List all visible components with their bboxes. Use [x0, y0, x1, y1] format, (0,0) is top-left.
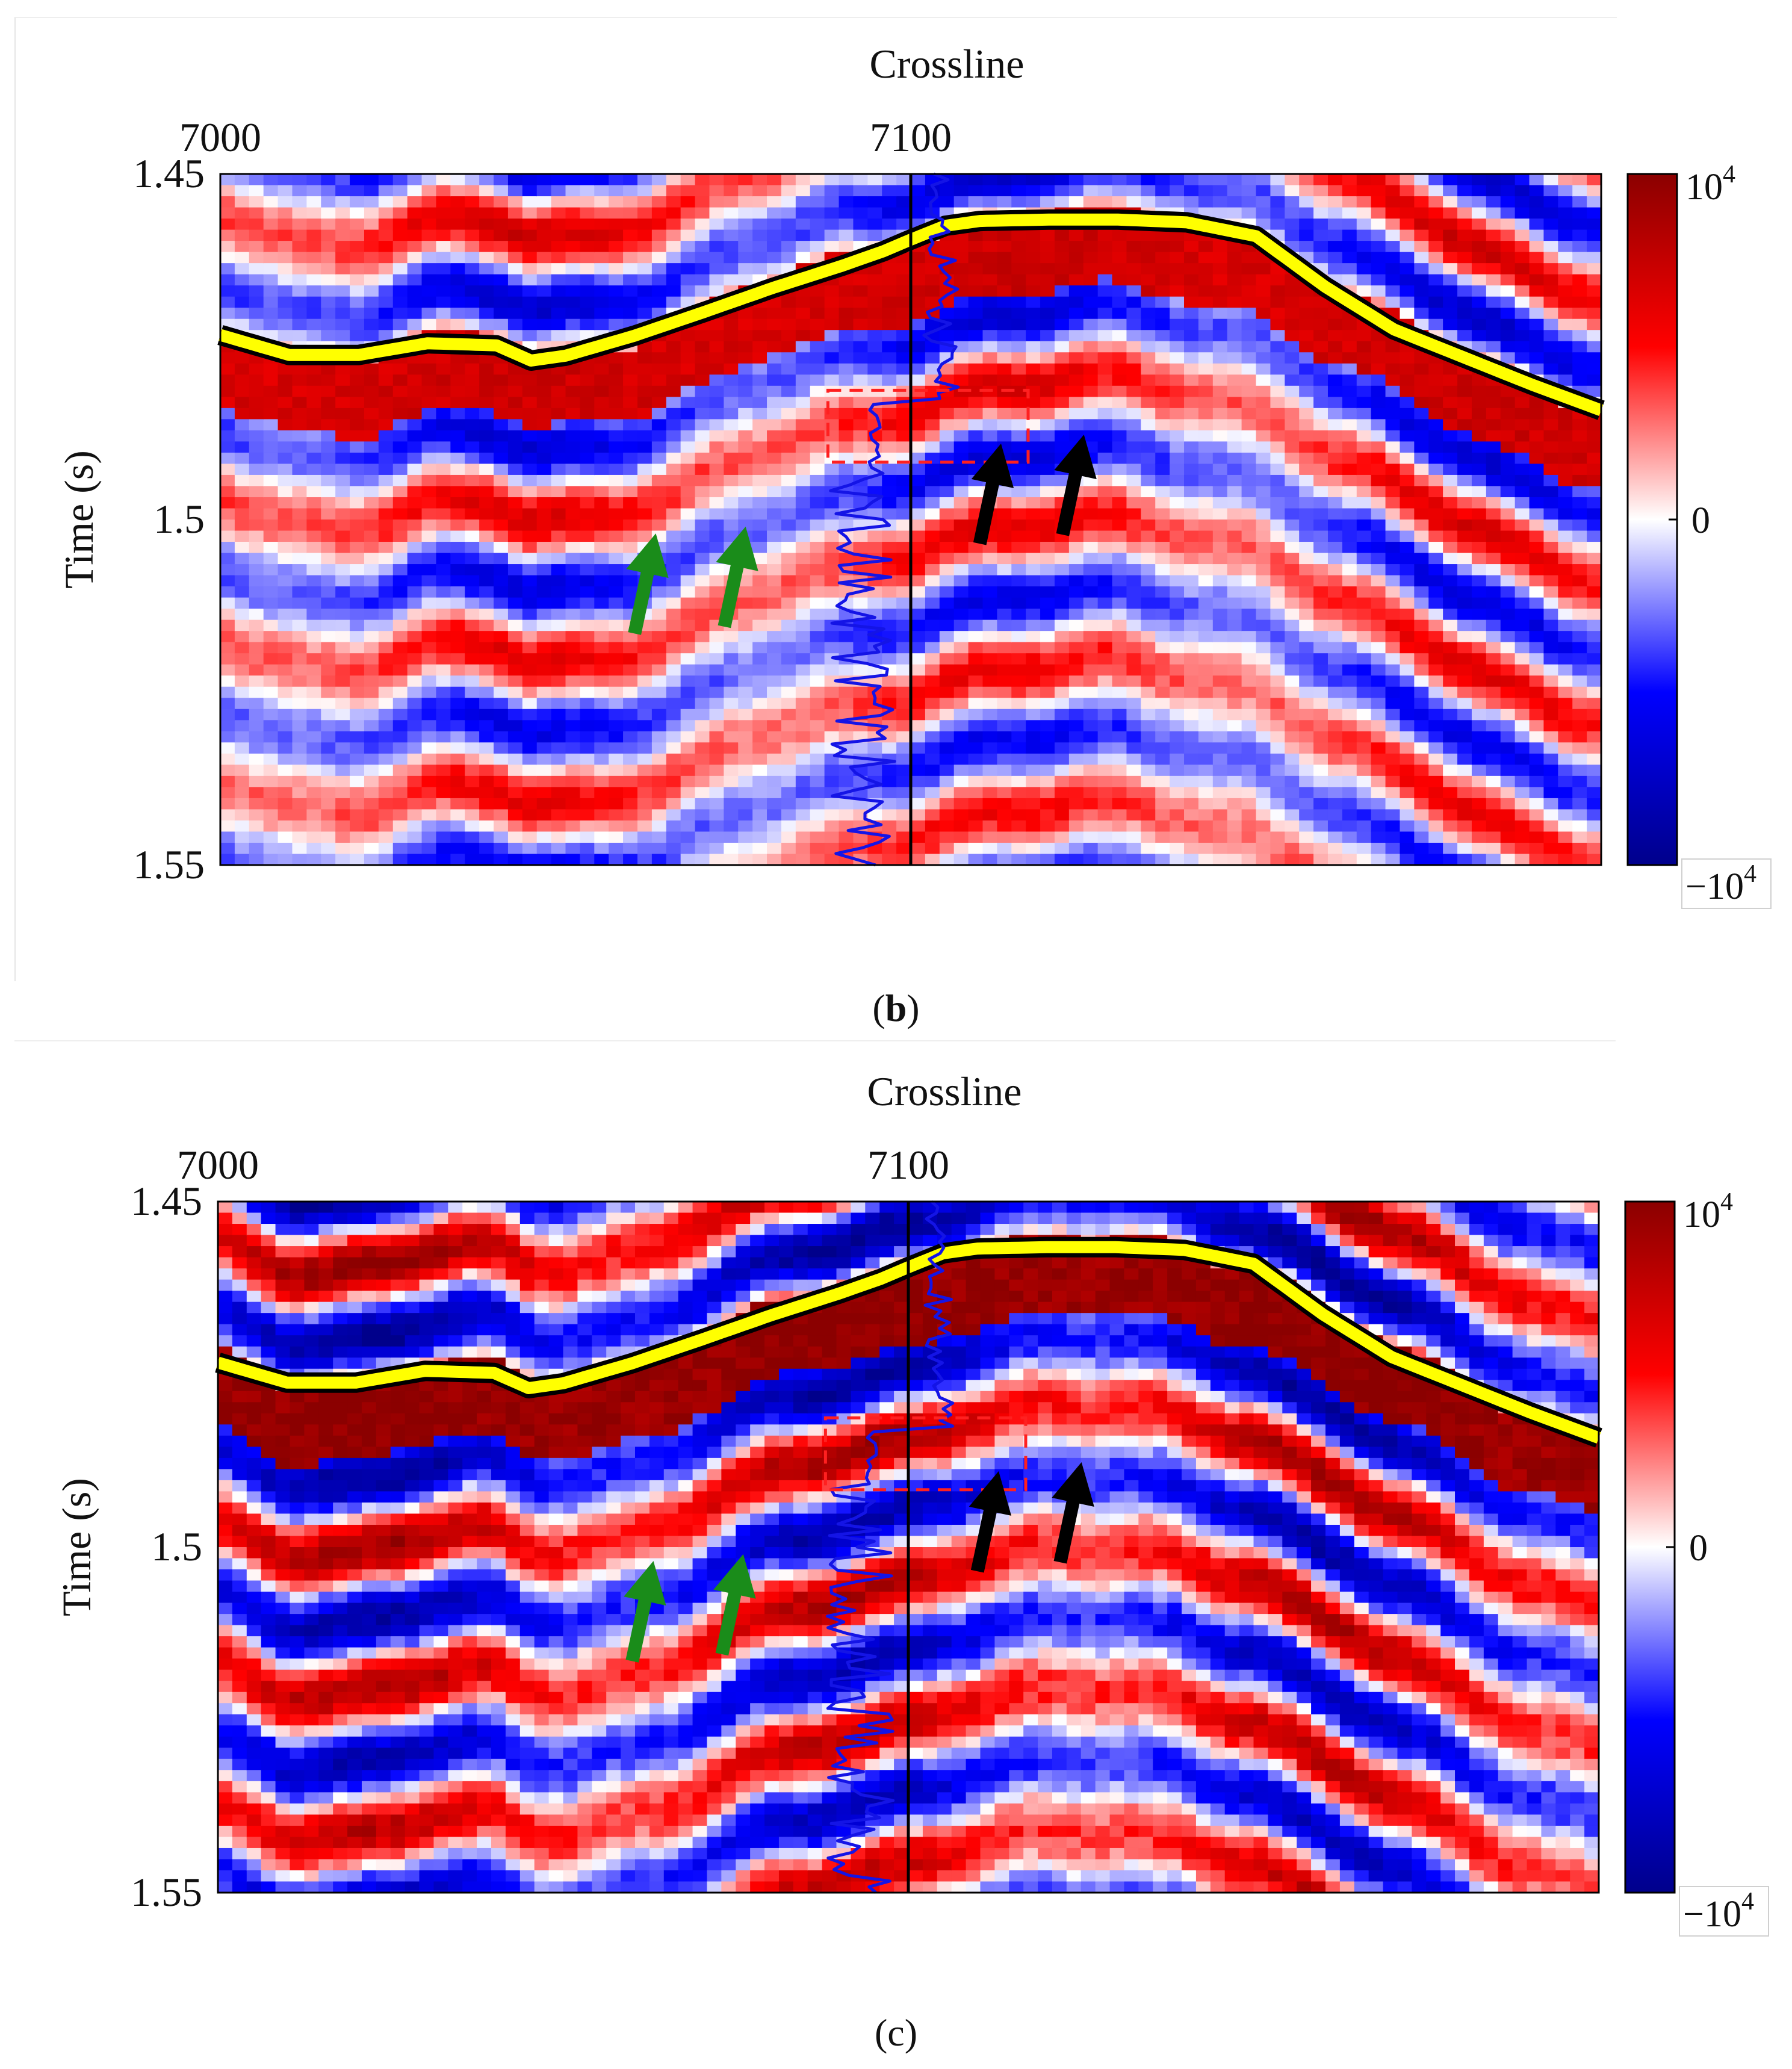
colorbar-max-label: 104 [1685, 161, 1735, 208]
caption-c: (c) [0, 2011, 1792, 2055]
colorbar-min-exponent: 4 [1744, 860, 1756, 888]
colorbar-max-exponent: 4 [1720, 1188, 1733, 1216]
caption-c-letter: c [887, 2011, 905, 2054]
colorbar-min-base: −10 [1683, 1894, 1741, 1935]
y-tick-label: 1.45 [131, 1178, 202, 1224]
x-axis-label: Crossline [870, 41, 1025, 87]
colorbar-mid-label: 0 [1691, 500, 1710, 541]
dashed-box [823, 1416, 1028, 1492]
caption-b-letter: b [885, 987, 907, 1029]
black-arrow-2 [1052, 1462, 1094, 1564]
colorbar-mid-label: 0 [1689, 1528, 1708, 1569]
colorbar [1626, 173, 1678, 866]
colorbar-min-label: −104 [1685, 860, 1756, 907]
well-log-curve [825, 1200, 955, 1894]
x-tick-label: 7000 [177, 1142, 259, 1188]
colorbar-min-exponent: 4 [1741, 1888, 1754, 1915]
colorbar-max-label: 104 [1683, 1188, 1733, 1235]
green-arrow-1 [626, 533, 669, 635]
amplitude-field-b [220, 174, 1601, 865]
colorbar-min-box [1681, 858, 1772, 909]
plot-frame [217, 1200, 1600, 1894]
colorbar-min-label: −104 [1683, 1888, 1754, 1935]
green-arrow-2 [713, 1554, 756, 1656]
colorbar-max-exponent: 4 [1723, 161, 1735, 188]
plot-frame [219, 173, 1602, 866]
colorbar-max-base: 10 [1683, 1194, 1720, 1235]
caption-c-open: ( [874, 2011, 888, 2054]
x-tick-label: 7000 [179, 114, 261, 160]
colorbar-max-base: 10 [1685, 167, 1723, 208]
y-axis-label: Time (s) [54, 1478, 99, 1616]
black-arrow-2 [1054, 435, 1097, 536]
dashed-box [826, 388, 1030, 464]
black-arrow-1 [971, 443, 1014, 545]
colorbar-min-box [1679, 1886, 1769, 1937]
x-axis-label: Crossline [867, 1069, 1022, 1114]
black-arrow-1 [969, 1471, 1012, 1573]
caption-b: (b) [0, 986, 1792, 1031]
y-tick-label: 1.45 [133, 150, 205, 196]
caption-b-close: ) [907, 987, 920, 1029]
well-log-curve [829, 172, 960, 867]
amplitude-field-c [218, 1202, 1599, 1893]
caption-c-close: ) [904, 2011, 918, 2054]
panel-b [14, 17, 1617, 981]
green-arrow-1 [624, 1561, 666, 1663]
x-tick-label: 7100 [870, 114, 952, 160]
caption-b-open: ( [872, 987, 885, 1029]
green-arrow-2 [716, 526, 758, 628]
x-tick-label: 7100 [867, 1142, 949, 1188]
y-tick-label: 1.55 [131, 1869, 202, 1915]
colorbar-min-base: −10 [1685, 866, 1744, 907]
y-tick-label: 1.5 [151, 1524, 202, 1569]
y-tick-label: 1.5 [153, 496, 205, 542]
panel-c [14, 1040, 1616, 2017]
y-axis-label: Time (s) [56, 450, 102, 589]
y-tick-label: 1.55 [133, 842, 205, 887]
